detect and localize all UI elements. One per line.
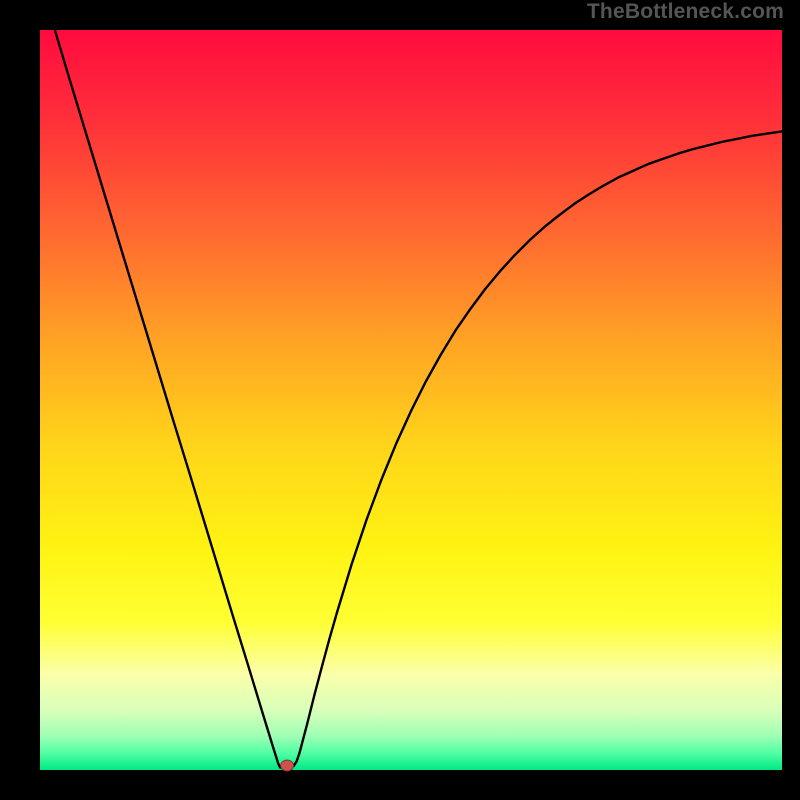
chart-frame: TheBottleneck.com (0, 0, 800, 800)
minimum-marker (281, 760, 294, 771)
plot-background (40, 30, 782, 770)
bottleneck-chart (0, 0, 800, 800)
watermark-text: TheBottleneck.com (587, 0, 784, 24)
